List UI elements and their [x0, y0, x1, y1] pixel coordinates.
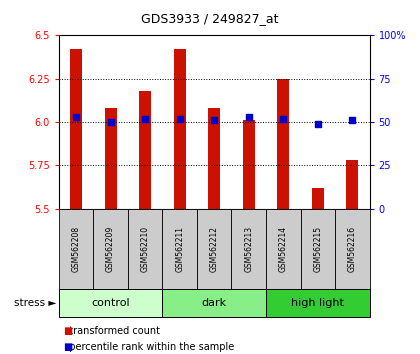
- Text: GSM562216: GSM562216: [348, 225, 357, 272]
- Bar: [301, 209, 335, 289]
- Point: [245, 114, 252, 120]
- Text: percentile rank within the sample: percentile rank within the sample: [63, 342, 234, 352]
- Text: transformed count: transformed count: [63, 326, 160, 336]
- Bar: [70, 49, 82, 209]
- Text: GSM562208: GSM562208: [71, 225, 81, 272]
- Bar: [163, 289, 266, 317]
- Text: ■: ■: [63, 342, 72, 352]
- Text: GSM562211: GSM562211: [175, 226, 184, 272]
- Point: [73, 114, 79, 120]
- Point: [349, 118, 356, 123]
- Bar: [335, 209, 370, 289]
- Bar: [93, 209, 128, 289]
- Bar: [139, 91, 151, 209]
- Text: high light: high light: [291, 298, 344, 308]
- Point: [280, 116, 286, 121]
- Point: [211, 118, 218, 123]
- Text: GSM562212: GSM562212: [210, 226, 219, 272]
- Text: ■: ■: [63, 326, 72, 336]
- Bar: [243, 120, 255, 209]
- Text: stress ►: stress ►: [14, 298, 57, 308]
- Text: GSM562215: GSM562215: [313, 225, 322, 272]
- Bar: [163, 209, 197, 289]
- Bar: [173, 49, 186, 209]
- Bar: [208, 108, 220, 209]
- Bar: [231, 209, 266, 289]
- Text: GSM562210: GSM562210: [141, 225, 150, 272]
- Bar: [197, 209, 231, 289]
- Text: GSM562214: GSM562214: [279, 225, 288, 272]
- Bar: [277, 79, 289, 209]
- Bar: [266, 289, 370, 317]
- Text: control: control: [91, 298, 130, 308]
- Bar: [346, 160, 358, 209]
- Text: GDS3933 / 249827_at: GDS3933 / 249827_at: [141, 12, 279, 25]
- Bar: [59, 209, 93, 289]
- Point: [142, 116, 149, 121]
- Point: [315, 121, 321, 127]
- Text: dark: dark: [202, 298, 227, 308]
- Bar: [266, 209, 301, 289]
- Bar: [128, 209, 163, 289]
- Text: GSM562209: GSM562209: [106, 225, 115, 272]
- Text: GSM562213: GSM562213: [244, 225, 253, 272]
- Bar: [59, 289, 163, 317]
- Point: [176, 116, 183, 121]
- Bar: [312, 188, 324, 209]
- Bar: [105, 108, 117, 209]
- Point: [107, 119, 114, 125]
